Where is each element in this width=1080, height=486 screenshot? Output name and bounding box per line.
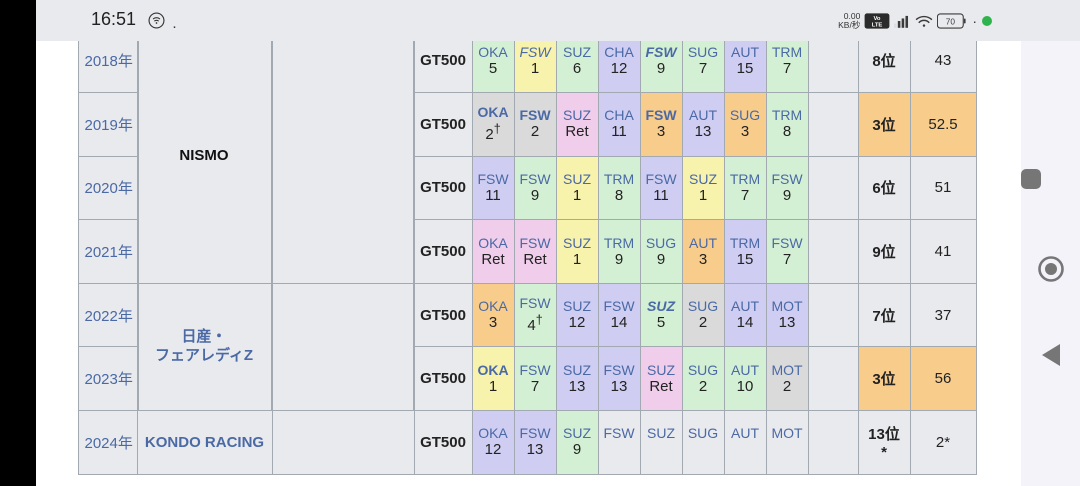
svg-text:Vo: Vo [874,16,881,22]
svg-text:LTE: LTE [872,22,883,28]
svg-text:70: 70 [946,16,956,26]
